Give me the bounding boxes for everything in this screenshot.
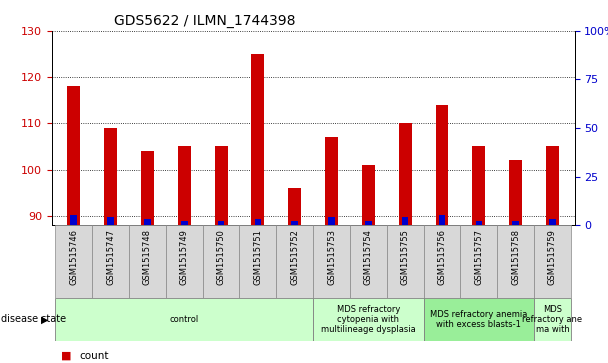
Bar <box>291 221 298 225</box>
Bar <box>218 221 224 225</box>
Text: MDS
refractory ane
ma with: MDS refractory ane ma with <box>522 305 582 334</box>
Bar <box>144 219 151 225</box>
Bar <box>513 221 519 225</box>
Text: GSM1515758: GSM1515758 <box>511 229 520 285</box>
Text: GSM1515749: GSM1515749 <box>180 229 188 285</box>
Bar <box>313 225 350 298</box>
Bar <box>141 151 154 225</box>
Bar <box>240 225 276 298</box>
Bar <box>424 298 534 341</box>
Text: GDS5622 / ILMN_1744398: GDS5622 / ILMN_1744398 <box>114 15 296 28</box>
Text: GSM1515752: GSM1515752 <box>290 229 299 285</box>
Bar <box>365 221 371 225</box>
Text: count: count <box>79 351 109 361</box>
Text: GSM1515757: GSM1515757 <box>474 229 483 285</box>
Text: GSM1515750: GSM1515750 <box>216 229 226 285</box>
Bar <box>534 225 571 298</box>
Bar <box>215 146 227 225</box>
Bar <box>166 225 202 298</box>
Bar <box>202 225 240 298</box>
Text: GSM1515747: GSM1515747 <box>106 229 115 285</box>
Bar <box>549 219 556 225</box>
Bar <box>255 219 261 225</box>
Bar <box>435 105 449 225</box>
Bar <box>55 298 313 341</box>
Text: GSM1515759: GSM1515759 <box>548 229 557 285</box>
Bar <box>350 225 387 298</box>
Bar <box>460 225 497 298</box>
Bar <box>387 225 424 298</box>
Text: GSM1515756: GSM1515756 <box>438 229 446 285</box>
Text: GSM1515748: GSM1515748 <box>143 229 152 285</box>
Bar <box>475 221 482 225</box>
Bar <box>252 54 264 225</box>
Text: control: control <box>170 315 199 324</box>
Bar <box>71 215 77 225</box>
Bar <box>439 215 445 225</box>
Bar <box>181 221 187 225</box>
Bar <box>129 225 166 298</box>
Bar <box>107 217 114 225</box>
Text: GSM1515753: GSM1515753 <box>327 229 336 285</box>
Text: GSM1515751: GSM1515751 <box>254 229 263 285</box>
Bar <box>424 225 460 298</box>
Text: disease state: disease state <box>1 314 66 325</box>
Bar <box>328 217 335 225</box>
Bar <box>325 137 338 225</box>
Bar <box>534 298 571 341</box>
Bar <box>55 225 92 298</box>
Text: MDS refractory anemia
with excess blasts-1: MDS refractory anemia with excess blasts… <box>430 310 528 329</box>
Text: ▶: ▶ <box>41 314 48 325</box>
Text: ■: ■ <box>61 351 71 361</box>
Bar <box>509 160 522 225</box>
Text: GSM1515746: GSM1515746 <box>69 229 78 285</box>
Text: GSM1515755: GSM1515755 <box>401 229 410 285</box>
Bar <box>288 188 301 225</box>
Bar <box>546 146 559 225</box>
Bar <box>399 123 412 225</box>
Bar <box>313 298 424 341</box>
Bar <box>362 165 375 225</box>
Bar <box>497 225 534 298</box>
Bar <box>472 146 485 225</box>
Bar <box>276 225 313 298</box>
Bar <box>402 217 409 225</box>
Bar <box>92 225 129 298</box>
Bar <box>104 128 117 225</box>
Bar <box>178 146 191 225</box>
Bar <box>67 86 80 225</box>
Text: GSM1515754: GSM1515754 <box>364 229 373 285</box>
Text: MDS refractory
cytopenia with
multilineage dysplasia: MDS refractory cytopenia with multilinea… <box>321 305 416 334</box>
